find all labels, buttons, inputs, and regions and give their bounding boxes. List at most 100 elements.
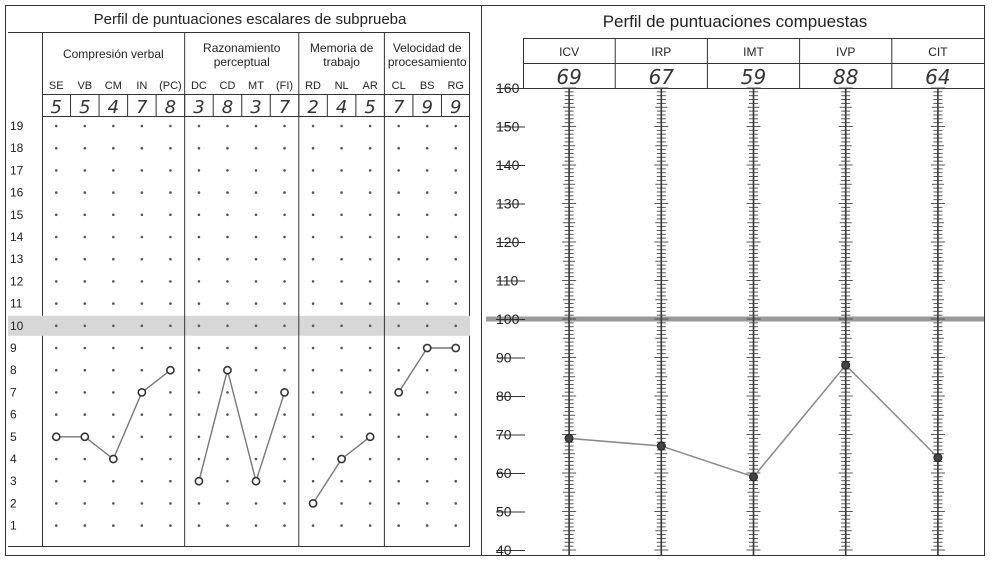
subtest-label: (FI) <box>276 80 293 92</box>
grid-dot <box>226 435 229 439</box>
grid-dot <box>83 257 87 261</box>
grid-dot <box>425 169 429 172</box>
grid-dot <box>311 391 315 394</box>
composite-score: 69 <box>556 65 581 89</box>
grid-dot <box>368 124 372 128</box>
grid-dot <box>226 457 229 461</box>
grid-dot <box>311 146 315 150</box>
grid-dot <box>169 391 172 394</box>
grid-dot <box>83 191 87 194</box>
grid-dot <box>83 524 87 527</box>
grid-dot <box>340 502 343 505</box>
subtest-score: 9 <box>450 97 461 118</box>
grid-dot <box>397 479 400 483</box>
grid-dot <box>112 391 115 394</box>
grid-dot <box>283 502 286 505</box>
score-line-segment <box>84 436 114 460</box>
grid-dot <box>425 213 429 217</box>
grid-dot <box>197 346 201 350</box>
grid-dot <box>169 213 172 217</box>
grid-dot <box>140 524 144 527</box>
grid-dot <box>169 457 172 461</box>
grid-dot <box>169 169 172 172</box>
right-chart-title: Perfil de puntuaciones compuestas <box>603 12 868 31</box>
grid-dot <box>425 191 429 194</box>
group-label-line1: Razonamiento <box>203 41 281 55</box>
grid-dot <box>454 124 458 128</box>
grid-dot <box>54 124 58 128</box>
grid-dot <box>397 368 400 372</box>
left-chart-title: Perfil de puntuaciones escalares de subp… <box>94 11 407 28</box>
grid-dot <box>311 124 315 128</box>
grid-dot <box>169 257 172 261</box>
grid-dot <box>83 213 87 217</box>
grid-dot <box>254 146 258 150</box>
grid-dot <box>226 124 229 128</box>
grid-dot <box>283 169 286 172</box>
sheet-border <box>5 5 985 556</box>
score-point <box>308 498 318 508</box>
subtest-label: (PC) <box>159 80 182 92</box>
grid-dot <box>54 280 58 283</box>
grid-dot <box>368 524 372 527</box>
grid-dot <box>368 280 372 283</box>
grid-dot <box>311 368 315 372</box>
grid-dot <box>454 235 458 239</box>
score-point <box>165 365 175 375</box>
y-tick-label: 2 <box>10 496 17 510</box>
grid-dot <box>311 257 315 261</box>
grid-dot <box>368 146 372 150</box>
grid-dot <box>397 435 400 439</box>
composite-label: IMT <box>743 45 764 59</box>
grid-dot <box>197 169 201 172</box>
grid-dot <box>254 524 258 527</box>
grid-dot <box>169 502 172 505</box>
grid-dot <box>397 346 400 350</box>
grid-dot <box>283 213 286 217</box>
grid-dot <box>340 169 343 172</box>
grid-dot <box>169 413 172 416</box>
grid-dot <box>397 324 400 328</box>
subtest-label: RG <box>447 80 464 92</box>
composite-score: 88 <box>833 65 858 89</box>
y-tick-label: 3 <box>10 474 17 488</box>
grid-dot <box>197 257 201 261</box>
grid-dot <box>425 235 429 239</box>
subtest-label: DC <box>191 80 207 92</box>
grid-dot <box>425 457 429 461</box>
y-tick-label: 12 <box>10 274 24 288</box>
y-tick-label: 5 <box>10 430 17 444</box>
y-tick-label: 18 <box>10 141 24 155</box>
grid-dot <box>112 191 115 194</box>
grid-dot <box>283 280 286 283</box>
group-label-line1: Memoria de <box>310 41 374 55</box>
grid-dot <box>454 479 458 483</box>
grid-dot <box>112 124 115 128</box>
grid-dot <box>140 324 144 328</box>
grid-dot <box>226 302 229 305</box>
grid-dot <box>83 302 87 305</box>
grid-dot <box>197 413 201 416</box>
grid-dot <box>83 346 87 350</box>
grid-dot <box>169 524 172 527</box>
grid-dot <box>368 346 372 350</box>
subtest-label: BS <box>420 80 435 92</box>
grid-dot <box>368 324 372 328</box>
score-line-segment <box>226 370 257 482</box>
grid-dot <box>311 413 315 416</box>
grid-dot <box>83 280 87 283</box>
grid-dot <box>368 257 372 261</box>
grid-dot <box>83 368 87 372</box>
subtest-score: 3 <box>193 97 204 118</box>
grid-dot <box>311 346 315 350</box>
grid-dot <box>83 391 87 394</box>
composite-line-segment <box>845 364 939 459</box>
grid-dot <box>140 169 144 172</box>
grid-dot <box>454 191 458 194</box>
subtest-score: 3 <box>250 97 261 118</box>
subtest-label: CL <box>392 80 406 92</box>
y-tick-label: 4 <box>10 452 17 466</box>
grid-dot <box>140 457 144 461</box>
grid-dot <box>283 324 286 328</box>
